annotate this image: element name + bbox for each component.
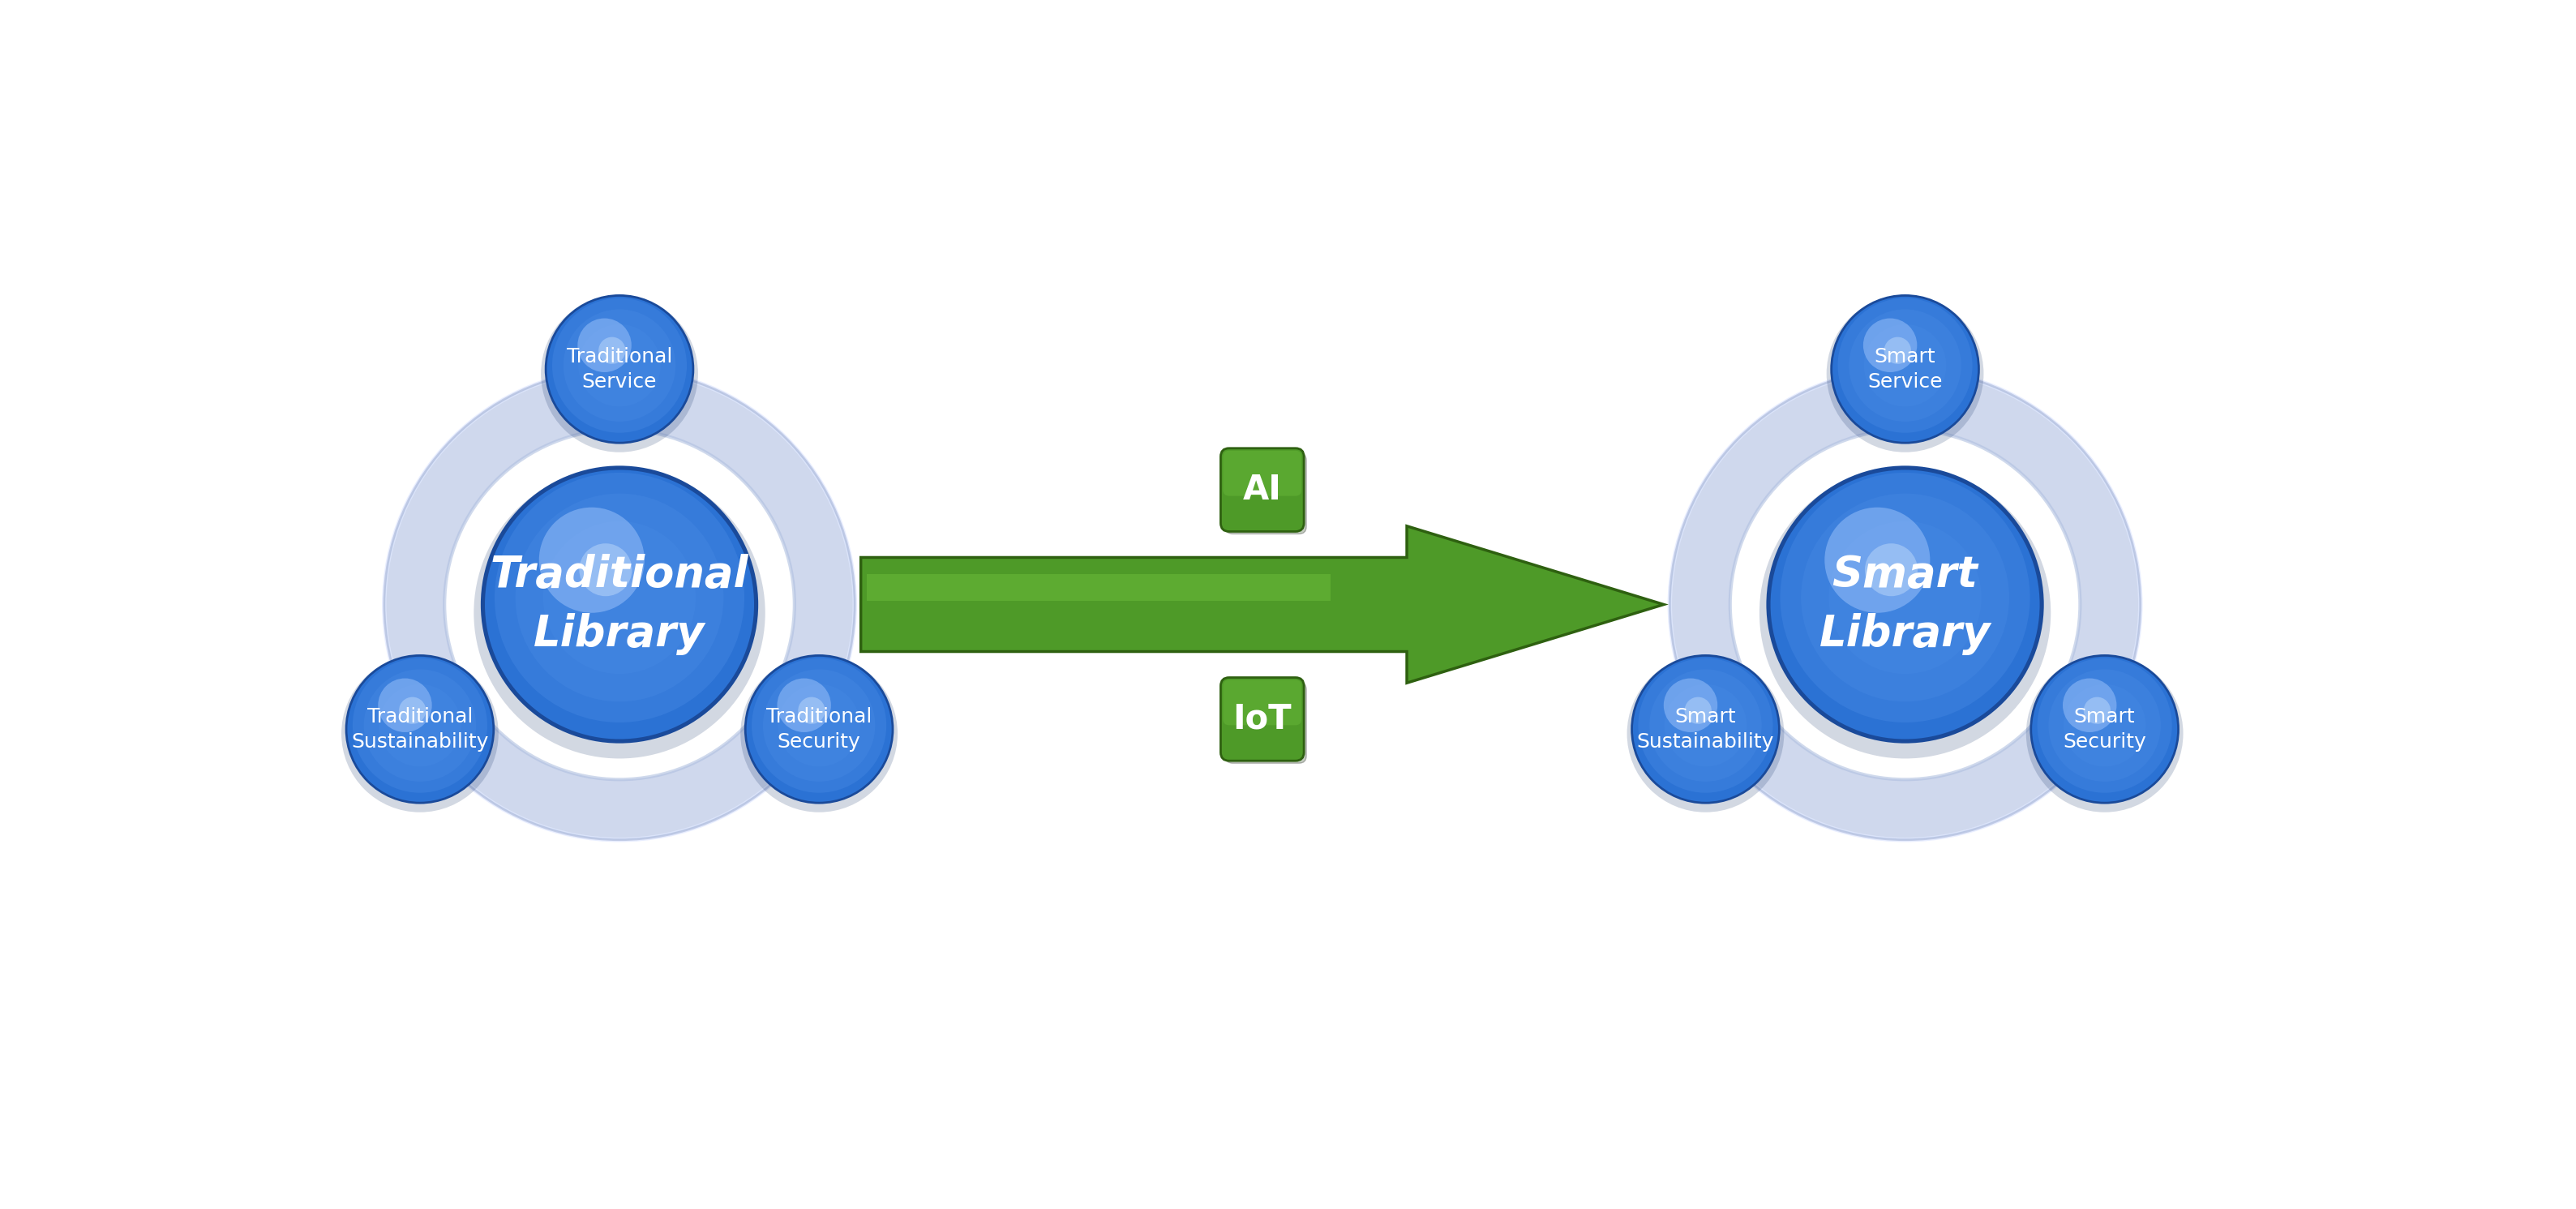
Circle shape — [1664, 684, 1747, 767]
Text: Traditional
Library: Traditional Library — [489, 554, 750, 655]
PathPatch shape — [384, 369, 855, 840]
Circle shape — [2063, 684, 2146, 767]
PathPatch shape — [1669, 369, 2141, 840]
FancyArrow shape — [868, 574, 1332, 601]
Text: Smart
Security: Smart Security — [2063, 707, 2146, 751]
FancyBboxPatch shape — [1224, 679, 1301, 725]
Circle shape — [1826, 295, 1984, 452]
Text: Traditional
Sustainability: Traditional Sustainability — [350, 707, 489, 751]
FancyBboxPatch shape — [1226, 682, 1306, 763]
Circle shape — [752, 658, 886, 793]
Circle shape — [538, 508, 644, 613]
Circle shape — [1865, 324, 1947, 406]
Text: Smart
Library: Smart Library — [1819, 554, 1991, 655]
Circle shape — [348, 656, 492, 802]
Circle shape — [541, 295, 698, 452]
Circle shape — [577, 318, 631, 372]
Circle shape — [379, 678, 433, 733]
Circle shape — [2084, 698, 2110, 724]
Circle shape — [515, 493, 724, 701]
Circle shape — [345, 654, 495, 804]
Circle shape — [564, 310, 675, 422]
Circle shape — [1759, 467, 2050, 758]
Circle shape — [544, 294, 696, 444]
Circle shape — [1832, 294, 1981, 444]
Circle shape — [399, 698, 425, 724]
Circle shape — [484, 470, 755, 739]
Circle shape — [1824, 508, 1929, 613]
Circle shape — [1649, 670, 1762, 781]
Circle shape — [1631, 654, 1780, 804]
Circle shape — [1801, 493, 2009, 701]
Circle shape — [482, 465, 757, 744]
Circle shape — [2063, 678, 2117, 733]
Circle shape — [1865, 543, 1917, 596]
FancyBboxPatch shape — [1221, 449, 1303, 532]
Circle shape — [546, 296, 693, 441]
Circle shape — [343, 655, 500, 812]
Circle shape — [1850, 310, 1960, 422]
Circle shape — [739, 655, 896, 812]
FancyBboxPatch shape — [1221, 677, 1303, 760]
Circle shape — [580, 543, 631, 596]
Circle shape — [1638, 658, 1772, 793]
Circle shape — [551, 299, 688, 433]
Circle shape — [1837, 299, 1973, 433]
Circle shape — [1664, 678, 1718, 733]
Circle shape — [1633, 656, 1777, 802]
Text: AI: AI — [1242, 473, 1283, 507]
Circle shape — [778, 678, 832, 733]
FancyArrow shape — [860, 526, 1664, 683]
Circle shape — [1780, 473, 2030, 723]
Circle shape — [1767, 465, 2043, 744]
Circle shape — [1829, 521, 1981, 673]
Circle shape — [2032, 656, 2177, 802]
Circle shape — [1832, 296, 1978, 441]
Text: IoT: IoT — [1234, 702, 1291, 736]
Circle shape — [379, 684, 461, 767]
Circle shape — [744, 654, 894, 804]
Text: Smart
Service: Smart Service — [1868, 347, 1942, 392]
Circle shape — [778, 684, 860, 767]
Text: Traditional
Security: Traditional Security — [765, 707, 871, 751]
Circle shape — [2038, 658, 2172, 793]
Circle shape — [598, 337, 626, 364]
Circle shape — [1628, 655, 1785, 812]
Circle shape — [580, 324, 659, 406]
Circle shape — [1685, 698, 1710, 724]
Circle shape — [363, 670, 477, 781]
Circle shape — [544, 521, 696, 673]
Circle shape — [474, 467, 765, 758]
Circle shape — [2027, 655, 2184, 812]
Circle shape — [1862, 318, 1917, 372]
Circle shape — [1883, 337, 1911, 364]
Text: Traditional
Service: Traditional Service — [567, 347, 672, 392]
Circle shape — [495, 473, 744, 723]
FancyBboxPatch shape — [1226, 453, 1306, 534]
FancyBboxPatch shape — [1224, 451, 1301, 496]
Circle shape — [747, 656, 891, 802]
Circle shape — [2048, 670, 2161, 781]
Circle shape — [2030, 654, 2179, 804]
Circle shape — [762, 670, 876, 781]
Text: Smart
Sustainability: Smart Sustainability — [1636, 707, 1775, 751]
Circle shape — [1770, 470, 2040, 739]
Circle shape — [353, 658, 487, 793]
Circle shape — [799, 698, 824, 724]
